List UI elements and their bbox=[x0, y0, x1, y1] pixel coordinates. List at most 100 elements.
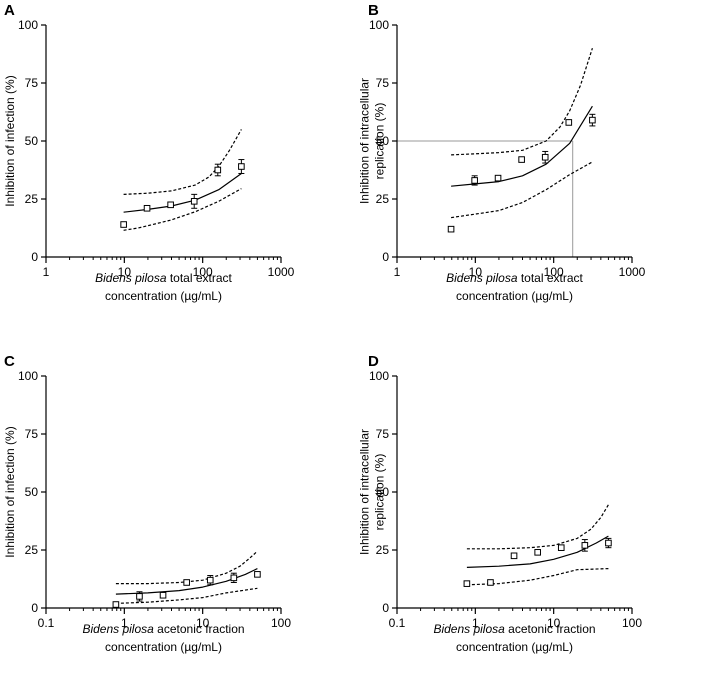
panel-c: C 0 25 50 75 100 0.1 1 10 100 Inhibition of infect… bbox=[3, 353, 291, 654]
y-tick-label: 50 bbox=[376, 134, 390, 148]
x-axis-title-line2: concentration (µg/mL) bbox=[105, 640, 222, 654]
data-point bbox=[589, 116, 596, 124]
panel-letter-c: C bbox=[4, 353, 15, 370]
panel-d: D 0 25 50 75 100 0.1 1 10 100 Inhibition of intrac… bbox=[358, 353, 643, 654]
y-tick-label: 0 bbox=[382, 601, 389, 615]
x-axis-title-line2: concentration (µg/mL) bbox=[456, 289, 573, 303]
y-tick-label: 25 bbox=[376, 543, 390, 557]
panel-letter-d: D bbox=[368, 353, 379, 370]
y-tick-label: 25 bbox=[25, 192, 39, 206]
y-axis-title: Inhibition of intracellularreplication (… bbox=[358, 78, 387, 204]
y-axis-title-line: replication (%) bbox=[373, 454, 387, 531]
y-tick-label: 100 bbox=[18, 18, 38, 32]
data-point bbox=[190, 198, 198, 205]
x-tick-label: 0.1 bbox=[389, 616, 406, 630]
data-point bbox=[581, 542, 589, 549]
x-axis-title-species: Bidens pilosa bbox=[82, 622, 154, 636]
x-tick-label: 10 bbox=[469, 265, 483, 279]
data-point bbox=[120, 221, 127, 228]
data-point bbox=[254, 571, 261, 578]
fit-curve bbox=[123, 173, 242, 213]
data-point bbox=[487, 579, 494, 586]
x-tick-label: 10 bbox=[547, 616, 561, 630]
x-tick-label: 10 bbox=[196, 616, 210, 630]
data-point bbox=[143, 204, 151, 212]
x-axis-title-rest: total extract bbox=[518, 271, 584, 285]
data-point bbox=[463, 580, 471, 587]
x-tick-label: 0.1 bbox=[38, 616, 55, 630]
data-point bbox=[605, 539, 612, 547]
ci-lower-curve bbox=[451, 161, 593, 219]
x-axis-title-rest: acetonic fraction bbox=[505, 622, 596, 636]
data-point bbox=[510, 552, 518, 560]
y-tick-label: 50 bbox=[25, 134, 39, 148]
data-point bbox=[112, 601, 120, 608]
x-axis-title-rest: total extract bbox=[167, 271, 233, 285]
x-tick-label: 100 bbox=[193, 265, 213, 279]
data-point bbox=[534, 549, 541, 556]
x-tick-label: 100 bbox=[544, 265, 564, 279]
panel-b: B 0 25 50 75 100 1 10 100 1000 Inhibition of intra… bbox=[358, 2, 646, 303]
data-point bbox=[230, 574, 238, 582]
y-tick-label: 25 bbox=[25, 543, 39, 557]
y-axis-title-line: Inhibition of infection (%) bbox=[3, 426, 17, 557]
data-point bbox=[494, 174, 502, 182]
data-point bbox=[565, 119, 573, 126]
x-tick-label: 1 bbox=[43, 265, 50, 279]
x-axis-title-line1: Bidens pilosa acetonic fraction bbox=[433, 622, 595, 636]
x-tick-label: 1000 bbox=[619, 265, 646, 279]
y-axis-title-line: Inhibition of infection (%) bbox=[3, 75, 17, 206]
data-point bbox=[206, 576, 214, 584]
panel-a: A 0 25 50 75 100 1 10 100 1000 Inhibition of infec… bbox=[3, 2, 295, 303]
x-axis-title-line2: concentration (µg/mL) bbox=[105, 289, 222, 303]
data-point bbox=[183, 579, 190, 586]
data-point bbox=[136, 593, 143, 600]
data-point bbox=[557, 544, 565, 551]
fit-curve bbox=[451, 105, 593, 187]
panel-letter-a: A bbox=[4, 2, 15, 19]
y-axis-title-line: Inhibition of intracellular bbox=[358, 429, 372, 555]
x-axis-title-line1: Bidens pilosa total extract bbox=[446, 271, 583, 285]
y-tick-label: 0 bbox=[31, 601, 38, 615]
ci-lower-curve bbox=[123, 188, 242, 231]
x-axis-title-species: Bidens pilosa bbox=[433, 622, 505, 636]
x-axis-title-species: Bidens pilosa bbox=[95, 271, 167, 285]
x-tick-label: 1 bbox=[472, 616, 479, 630]
data-point bbox=[167, 201, 174, 209]
x-axis-title-line2: concentration (µg/mL) bbox=[456, 640, 573, 654]
x-tick-label: 100 bbox=[622, 616, 642, 630]
y-tick-label: 100 bbox=[369, 18, 389, 32]
y-tick-label: 50 bbox=[25, 485, 39, 499]
x-axis-title-species: Bidens pilosa bbox=[446, 271, 518, 285]
y-tick-label: 75 bbox=[376, 76, 390, 90]
y-axis-title-line: replication (%) bbox=[373, 103, 387, 180]
x-tick-label: 1 bbox=[394, 265, 401, 279]
data-point bbox=[159, 591, 167, 599]
y-axis-title: Inhibition of infection (%) bbox=[3, 75, 17, 206]
y-axis-title: Inhibition of infection (%) bbox=[3, 426, 17, 557]
data-point bbox=[214, 166, 222, 174]
ci-upper-curve bbox=[115, 550, 258, 585]
data-point bbox=[518, 156, 525, 163]
y-tick-label: 100 bbox=[369, 369, 389, 383]
y-tick-label: 75 bbox=[25, 427, 39, 441]
ci-upper-curve bbox=[451, 48, 593, 156]
panel-letter-b: B bbox=[368, 2, 379, 19]
x-tick-label: 10 bbox=[118, 265, 132, 279]
ci-upper-curve bbox=[466, 504, 609, 550]
x-axis-title-line1: Bidens pilosa acetonic fraction bbox=[82, 622, 244, 636]
data-point bbox=[471, 177, 478, 184]
y-axis-title: Inhibition of intracellularreplication (… bbox=[358, 429, 387, 555]
y-tick-label: 75 bbox=[376, 427, 390, 441]
y-tick-label: 0 bbox=[382, 250, 389, 264]
x-tick-label: 1000 bbox=[268, 265, 295, 279]
data-point bbox=[447, 225, 455, 233]
y-axis-title-line: Inhibition of intracellular bbox=[358, 78, 372, 204]
ci-upper-curve bbox=[123, 129, 242, 195]
x-tick-label: 1 bbox=[121, 616, 128, 630]
data-point bbox=[238, 163, 245, 170]
x-axis-title-rest: acetonic fraction bbox=[154, 622, 245, 636]
fit-curve bbox=[466, 535, 609, 568]
x-axis-title-line1: Bidens pilosa total extract bbox=[95, 271, 232, 285]
